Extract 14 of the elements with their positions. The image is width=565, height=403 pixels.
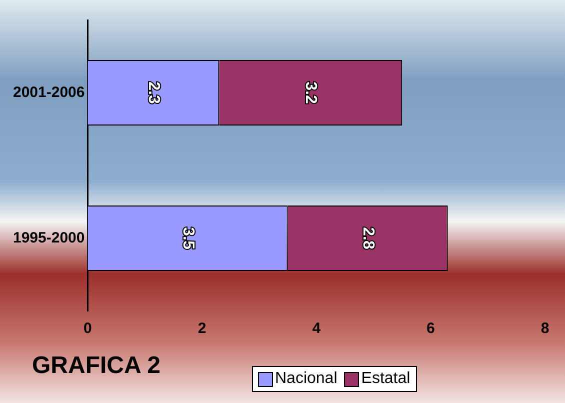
data-label: 2.3 (145, 82, 162, 104)
x-tick-label: 6 (426, 320, 435, 338)
data-label: 3.2 (302, 82, 320, 104)
legend-label: Nacional (275, 370, 338, 388)
data-label: 2.8 (359, 227, 376, 250)
text: GRAFICA 2 (32, 352, 160, 380)
x-tick-label: 8 (540, 320, 550, 338)
x-tick-label: 0 (84, 320, 92, 338)
x-tick-label: 4 (312, 320, 322, 338)
x-tick-label: 2 (198, 320, 206, 338)
data-label: 3.5 (179, 227, 196, 250)
y-tick-label: 1995-2000 (13, 229, 85, 246)
y-tick-label: 2001-2006 (13, 84, 85, 101)
legend-label: Estatal (361, 370, 410, 388)
